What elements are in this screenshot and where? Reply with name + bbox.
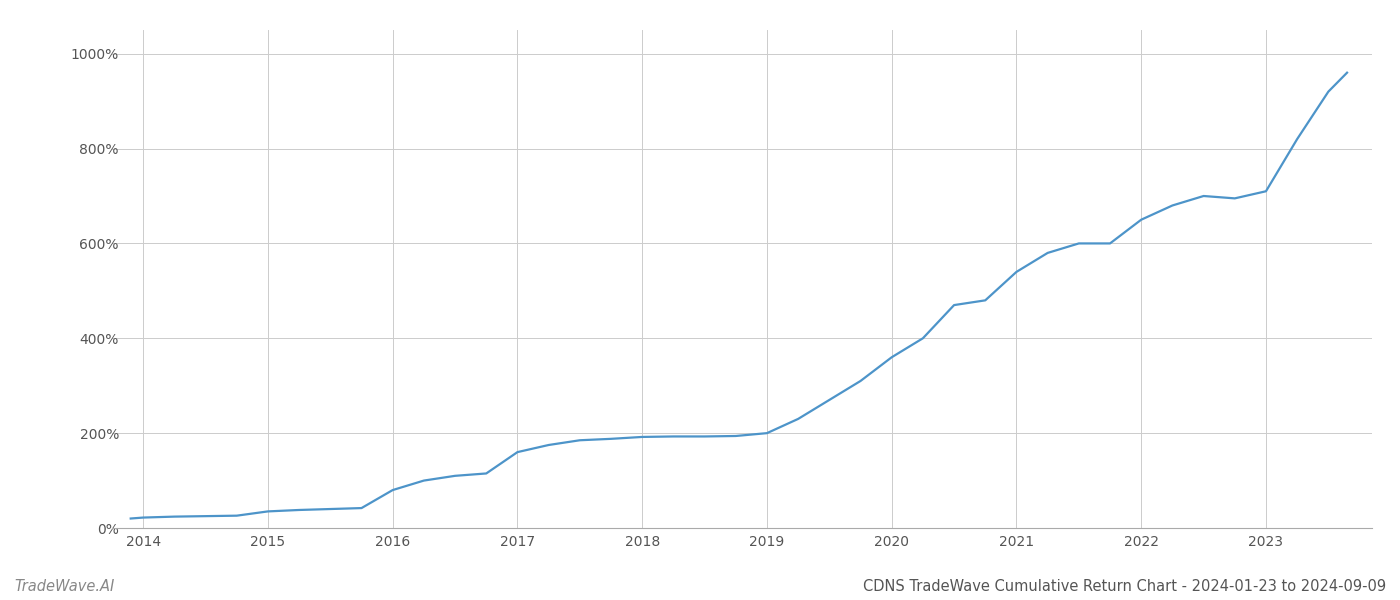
Text: CDNS TradeWave Cumulative Return Chart - 2024-01-23 to 2024-09-09: CDNS TradeWave Cumulative Return Chart -… [862, 579, 1386, 594]
Text: TradeWave.AI: TradeWave.AI [14, 579, 115, 594]
